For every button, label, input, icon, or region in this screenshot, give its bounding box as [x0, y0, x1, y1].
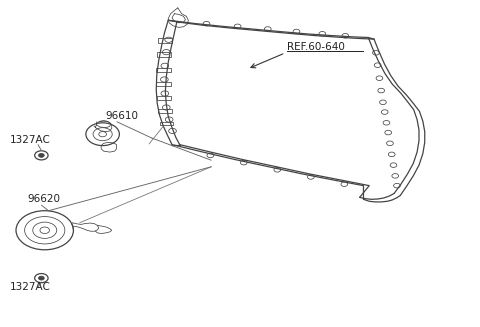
Bar [156, 82, 170, 86]
Circle shape [38, 276, 44, 280]
Text: 96620: 96620 [27, 194, 60, 204]
Text: 1327AC: 1327AC [10, 135, 51, 145]
Circle shape [38, 153, 44, 157]
Bar [160, 122, 173, 125]
Bar [157, 96, 171, 100]
Text: 96610: 96610 [105, 111, 138, 121]
Bar [157, 109, 172, 113]
Text: 1327AC: 1327AC [10, 282, 51, 292]
Bar [157, 52, 171, 57]
Text: REF.60-640: REF.60-640 [287, 42, 345, 52]
Bar [156, 68, 170, 72]
Bar [157, 39, 172, 43]
